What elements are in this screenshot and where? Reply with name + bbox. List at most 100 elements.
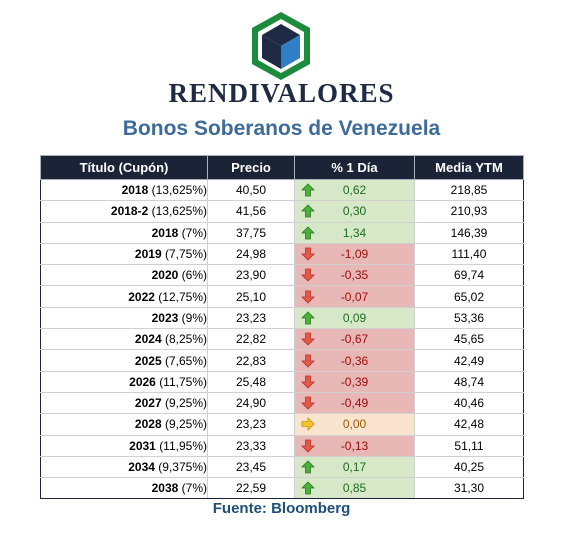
bond-change-value: -0,39 bbox=[340, 374, 369, 389]
bond-price: 23,33 bbox=[207, 434, 295, 457]
bond-change-cell: 0,85 bbox=[294, 477, 415, 500]
bond-change-value: -0,13 bbox=[340, 438, 369, 453]
bond-ytm: 53,36 bbox=[414, 306, 524, 330]
bond-title-cell: 2020 (6%) bbox=[40, 264, 208, 287]
table-row: 2028 (9,25%) 23,23 0,00 42,48 bbox=[40, 413, 524, 436]
bond-year: 2018-2 bbox=[110, 204, 149, 219]
bond-change-cell: -0,39 bbox=[294, 370, 415, 393]
bond-change-value: -0,67 bbox=[340, 332, 369, 347]
bond-coupon: (9%) bbox=[181, 310, 207, 325]
bond-coupon: (9,25%) bbox=[164, 396, 207, 411]
header-title: Título (Cupón) bbox=[40, 155, 208, 180]
arrow-down-icon bbox=[301, 290, 315, 304]
table-row: 2034 (9,375%) 23,45 0,17 40,25 bbox=[40, 455, 524, 479]
bond-price: 37,75 bbox=[207, 221, 295, 244]
bond-ytm: 51,11 bbox=[414, 434, 524, 457]
bond-price: 40,50 bbox=[207, 178, 295, 202]
header-change: % 1 Día bbox=[294, 155, 415, 180]
bond-price: 24,98 bbox=[207, 242, 295, 266]
bond-year: 2022 bbox=[128, 289, 155, 304]
bond-title-cell: 2023 (9%) bbox=[40, 306, 208, 330]
bond-coupon: (12,75%) bbox=[158, 289, 207, 304]
bond-title-cell: 2018 (13,625%) bbox=[40, 178, 208, 202]
bond-title-cell: 2034 (9,375%) bbox=[40, 455, 208, 479]
bond-title-cell: 2038 (7%) bbox=[40, 477, 208, 500]
bond-ytm: 42,48 bbox=[414, 413, 524, 436]
arrow-right-icon bbox=[301, 417, 315, 432]
bond-price: 25,48 bbox=[207, 370, 295, 393]
arrow-up-icon bbox=[301, 204, 315, 218]
arrow-up-icon bbox=[301, 183, 315, 197]
bond-change-value: 0,09 bbox=[342, 310, 367, 325]
bond-change-value: 1,34 bbox=[342, 225, 367, 240]
bond-ytm: 42,49 bbox=[414, 349, 524, 372]
table-header-row: Título (Cupón) Precio % 1 Día Media YTM bbox=[40, 155, 524, 180]
header-ytm: Media YTM bbox=[414, 155, 524, 180]
table-row: 2019 (7,75%) 24,98 -1,09 111,40 bbox=[40, 242, 524, 266]
bond-change-value: 0,00 bbox=[342, 417, 367, 432]
arrow-up-icon bbox=[301, 460, 315, 474]
bond-coupon: (9,25%) bbox=[164, 417, 207, 432]
arrow-down-icon bbox=[301, 396, 315, 410]
bond-price: 24,90 bbox=[207, 391, 295, 415]
arrow-down-icon bbox=[301, 439, 315, 453]
bond-price: 22,82 bbox=[207, 328, 295, 351]
bond-ytm: 146,39 bbox=[414, 221, 524, 244]
bond-change-value: -0,49 bbox=[340, 396, 369, 411]
bond-coupon: (6%) bbox=[181, 268, 207, 283]
bond-ytm: 210,93 bbox=[414, 200, 524, 223]
bond-coupon: (11,75%) bbox=[159, 374, 207, 389]
bond-change-cell: -0,49 bbox=[294, 391, 415, 415]
bond-change-cell: -0,07 bbox=[294, 285, 415, 308]
bond-change-cell: 1,34 bbox=[294, 221, 415, 244]
bond-change-value: 0,62 bbox=[342, 183, 367, 198]
bond-coupon: (11,95%) bbox=[159, 438, 207, 453]
bond-coupon: (7%) bbox=[181, 225, 207, 240]
bond-price: 23,45 bbox=[207, 455, 295, 479]
bond-title-cell: 2018 (7%) bbox=[40, 221, 208, 244]
bond-coupon: (7%) bbox=[181, 481, 207, 496]
page-title: Bonos Soberanos de Venezuela bbox=[122, 117, 441, 140]
arrow-down-icon bbox=[301, 247, 315, 261]
bond-change-value: -0,07 bbox=[340, 289, 369, 304]
bond-ytm: 40,46 bbox=[414, 391, 524, 415]
bond-year: 2038 bbox=[151, 481, 179, 496]
bond-price: 41,56 bbox=[207, 200, 295, 223]
bond-coupon: (7,65%) bbox=[164, 353, 207, 368]
bond-price: 22,59 bbox=[207, 477, 295, 500]
table-row: 2026 (11,75%) 25,48 -0,39 48,74 bbox=[40, 370, 524, 393]
bond-price: 23,23 bbox=[207, 413, 295, 436]
bond-title-cell: 2028 (9,25%) bbox=[40, 413, 208, 436]
bond-change-cell: 0,09 bbox=[294, 306, 415, 330]
bond-year: 2018 bbox=[121, 183, 149, 198]
bond-coupon: (7,75%) bbox=[164, 247, 207, 262]
bond-ytm: 31,30 bbox=[414, 477, 524, 500]
bond-change-value: -0,35 bbox=[340, 268, 369, 283]
arrow-down-icon bbox=[301, 375, 315, 389]
table-row: 2022 (12,75%) 25,10 -0,07 65,02 bbox=[40, 285, 524, 308]
bond-change-cell: -0,35 bbox=[294, 264, 415, 287]
bond-change-cell: -0,67 bbox=[294, 328, 415, 351]
bond-price: 23,23 bbox=[207, 306, 295, 330]
table-row: 2018-2 (13,625%) 41,56 0,30 210,93 bbox=[40, 200, 524, 223]
table-row: 2025 (7,65%) 22,83 -0,36 42,49 bbox=[40, 349, 524, 372]
table-row: 2024 (8,25%) 22,82 -0,67 45,65 bbox=[40, 328, 524, 351]
hexagon-cube-logo-icon bbox=[252, 12, 310, 80]
bond-change-cell: 0,30 bbox=[294, 200, 415, 223]
bond-title-cell: 2024 (8,25%) bbox=[40, 328, 208, 351]
bond-change-cell: -0,36 bbox=[294, 349, 415, 372]
bond-ytm: 218,85 bbox=[414, 178, 524, 202]
bond-year: 2020 bbox=[151, 268, 179, 283]
arrow-down-icon bbox=[301, 332, 315, 346]
table-row: 2027 (9,25%) 24,90 -0,49 40,46 bbox=[40, 391, 524, 415]
table-row: 2020 (6%) 23,90 -0,35 69,74 bbox=[40, 264, 524, 287]
bond-title-cell: 2022 (12,75%) bbox=[40, 285, 208, 308]
header-price: Precio bbox=[207, 155, 295, 180]
bond-coupon: (13,625%) bbox=[151, 183, 207, 198]
bond-change-value: -1,09 bbox=[340, 247, 369, 262]
source-note: Fuente: Bloomberg bbox=[212, 500, 351, 517]
bond-year: 2028 bbox=[134, 417, 162, 432]
bond-change-value: 0,85 bbox=[342, 481, 367, 496]
bond-change-value: -0,36 bbox=[340, 353, 369, 368]
bond-title-cell: 2026 (11,75%) bbox=[40, 370, 208, 393]
